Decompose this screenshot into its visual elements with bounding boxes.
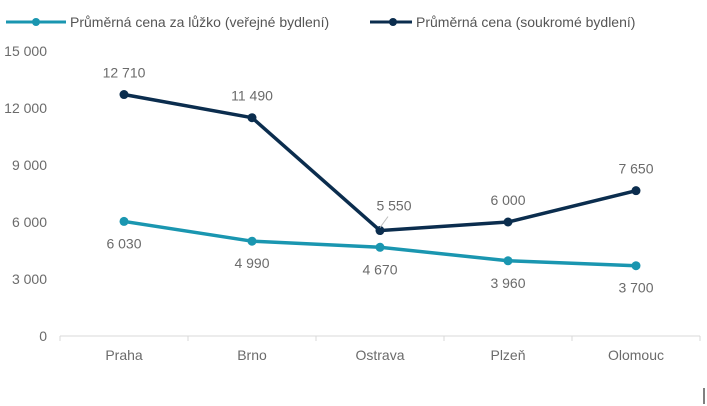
x-tick-label: Ostrava	[355, 347, 404, 363]
x-tick-label: Brno	[237, 347, 267, 363]
data-point	[503, 256, 513, 266]
data-point	[631, 186, 641, 196]
x-tick-label: Plzeň	[490, 347, 525, 363]
y-tick-label: 12 000	[4, 100, 47, 116]
data-label: 6 000	[490, 192, 525, 208]
data-label: 12 710	[103, 65, 146, 81]
data-label: 3 700	[618, 280, 653, 296]
data-point	[119, 216, 129, 226]
y-tick-label: 3 000	[12, 271, 47, 287]
y-tick-label: 9 000	[12, 157, 47, 173]
legend-marker-public	[32, 18, 40, 26]
series-layer: 6 030 4 990 4 670 3 960 3 700 12 710 11 490 5 5…	[103, 65, 654, 296]
data-label: 4 990	[234, 255, 269, 271]
y-tick-label: 0	[39, 328, 47, 344]
data-point	[375, 242, 385, 252]
axes: 0 3 000 6 000 9 000 12 000 15 000 Praha Brno Ost…	[4, 43, 701, 363]
data-point	[503, 217, 513, 227]
y-tick-label: 6 000	[12, 214, 47, 230]
data-label: 3 960	[490, 275, 525, 291]
data-label: 11 490	[231, 88, 273, 104]
x-tick-label: Praha	[105, 347, 143, 363]
data-point	[247, 113, 257, 123]
data-point	[119, 90, 129, 100]
data-point	[631, 261, 641, 271]
legend-label-private: Průměrná cena (soukromé bydlení)	[416, 14, 635, 30]
x-tick-label: Olomouc	[608, 347, 664, 363]
legend-item-private: Průměrná cena (soukromé bydlení)	[370, 14, 635, 30]
legend-label-public: Průměrná cena za lůžko (veřejné bydlení)	[70, 14, 329, 30]
legend-marker-private	[389, 18, 397, 26]
legend-item-public: Průměrná cena za lůžko (veřejné bydlení)	[6, 14, 329, 30]
data-label: 7 650	[618, 161, 653, 177]
label-leader-line	[379, 216, 389, 228]
y-tick-label: 15 000	[4, 43, 47, 59]
data-point	[375, 226, 385, 236]
legend: Průměrná cena za lůžko (veřejné bydlení)…	[6, 14, 635, 30]
data-label: 5 550	[376, 198, 411, 214]
data-label: 6 030	[106, 235, 141, 251]
data-point	[247, 236, 257, 246]
data-label: 4 670	[362, 261, 397, 277]
